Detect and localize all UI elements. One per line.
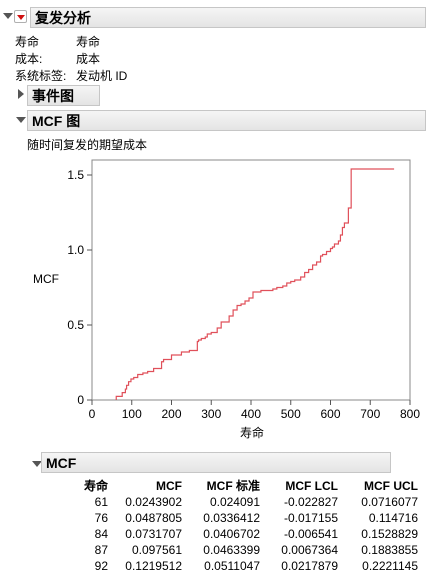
column-header-mcf-lcl: MCF LCL	[285, 478, 338, 493]
field-label-system-id: 系统标签:	[15, 69, 67, 83]
collapse-report-icon[interactable]	[3, 13, 13, 19]
collapse-mcf-table-icon[interactable]	[32, 461, 42, 467]
y-tick-label: 1.5	[67, 168, 84, 182]
field-value-life: 寿命	[76, 35, 101, 49]
table-cell: -0.006541	[283, 527, 338, 541]
table-cell: 0.0511047	[204, 559, 260, 573]
table-cell: 0.1528829	[361, 527, 418, 541]
table-cell: 0.1219512	[125, 559, 182, 573]
mcf-chart: MCF 寿命 0 100 200 300 400 500 600 700 800 0 0.5 1.0 1…	[33, 159, 420, 440]
table-cell: 0.0487805	[125, 511, 182, 525]
table-cell: -0.022827	[283, 495, 338, 509]
table-cell: 0.0406702	[203, 527, 260, 541]
column-header-mcf-ucl: MCF UCL	[364, 478, 418, 493]
x-tick-label: 500	[281, 407, 301, 421]
report-header[interactable]: 复发分析	[30, 7, 426, 28]
event-plot-header[interactable]: 事件图	[27, 85, 100, 106]
mcf-step-line	[115, 168, 395, 400]
field-label-cost: 成本:	[15, 52, 43, 66]
table-cell: 0.0217879	[281, 559, 338, 573]
table-cell: 76	[94, 511, 108, 525]
table-cell: 84	[94, 527, 108, 541]
table-cell: 0.097561	[131, 543, 182, 557]
x-tick-label: 300	[201, 407, 221, 421]
table-cell: -0.017155	[283, 511, 338, 525]
plot-frame	[91, 159, 411, 401]
field-value-system-id: 发动机 ID	[76, 69, 128, 83]
x-tick-label: 400	[241, 407, 261, 421]
y-tick-label: 1.0	[67, 243, 84, 257]
table-cell: 0.114716	[368, 511, 418, 525]
table-row: 84 0.0731707 0.0406702 -0.006541 0.1528829	[70, 526, 418, 542]
x-tick-label: 700	[360, 407, 380, 421]
mcf-table: 寿命 MCF MCF 标准 MCF LCL MCF UCL 61 0.024390…	[70, 477, 418, 574]
table-cell: 0.0336412	[203, 511, 260, 525]
x-tick-label: 800	[400, 407, 420, 421]
x-tick-label: 200	[161, 407, 181, 421]
mcf-plot-header[interactable]: MCF 图	[27, 110, 426, 131]
column-header-mcf: MCF	[156, 478, 182, 493]
field-value-cost: 成本	[76, 52, 101, 66]
table-cell: 0.0067364	[281, 543, 338, 557]
table-row: 92 0.1219512 0.0511047 0.0217879 0.2221145	[70, 558, 418, 574]
table-cell: 0.1883855	[361, 543, 418, 557]
x-tick-label: 600	[320, 407, 340, 421]
table-header-row: 寿命 MCF MCF 标准 MCF LCL MCF UCL	[70, 477, 418, 494]
table-cell: 61	[94, 495, 108, 509]
table-row: 76 0.0487805 0.0336412 -0.017155 0.114716	[70, 510, 418, 526]
field-label-life: 寿命	[15, 35, 40, 49]
event-plot-title: 事件图	[32, 87, 74, 104]
table-cell: 0.0716077	[361, 495, 418, 509]
y-axis-label: MCF	[33, 272, 59, 286]
table-cell: 92	[94, 559, 108, 573]
column-header-life: 寿命	[83, 479, 108, 493]
table-cell: 0.0463399	[203, 543, 260, 557]
y-tick-label: 0	[77, 393, 84, 407]
report-title: 复发分析	[35, 9, 91, 26]
mcf-plot-subtitle: 随时间复发的期望成本	[27, 138, 148, 152]
collapse-mcf-plot-icon[interactable]	[16, 117, 26, 123]
x-tick-label: 100	[122, 407, 142, 421]
table-cell: 0.024091	[209, 495, 260, 509]
table-cell: 87	[94, 543, 108, 557]
red-triangle-menu-icon[interactable]	[14, 10, 27, 23]
table-row: 87 0.097561 0.0463399 0.0067364 0.1883855	[70, 542, 418, 558]
mcf-plot-title: MCF 图	[32, 112, 81, 129]
expand-event-plot-icon[interactable]	[18, 89, 24, 99]
x-axis-label: 寿命	[240, 425, 264, 440]
table-cell: 0.0731707	[125, 527, 182, 541]
table-row: 61 0.0243902 0.024091 -0.022827 0.0716077	[70, 494, 418, 510]
mcf-table-header[interactable]: MCF	[41, 452, 391, 473]
x-tick-label: 0	[89, 407, 96, 421]
mcf-table-title: MCF	[46, 454, 77, 471]
column-header-mcf-std: MCF 标准	[206, 479, 260, 493]
table-cell: 0.2221145	[362, 559, 418, 573]
y-tick-label: 0.5	[67, 318, 84, 332]
table-cell: 0.0243902	[125, 495, 182, 509]
